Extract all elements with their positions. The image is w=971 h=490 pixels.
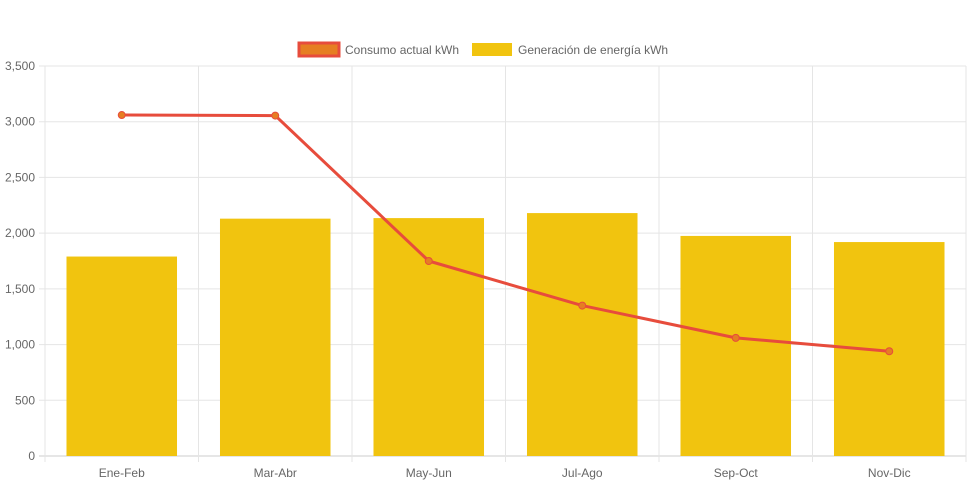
x-tick-label: Mar-Abr xyxy=(254,466,297,480)
y-tick-label: 3,000 xyxy=(5,115,35,129)
consumo-line xyxy=(121,113,890,353)
line-point-mar-abr[interactable] xyxy=(271,111,280,120)
y-tick-label: 0 xyxy=(28,449,35,463)
line-point-may-jun[interactable] xyxy=(424,257,433,265)
line-point-ene-feb[interactable] xyxy=(117,111,126,120)
bar-sep-oct[interactable] xyxy=(680,235,792,456)
y-tick-label: 3,500 xyxy=(5,59,35,73)
y-tick-label: 2,500 xyxy=(5,170,35,184)
legend-swatch-generacion[interactable] xyxy=(472,43,512,56)
bar-ene-feb[interactable] xyxy=(66,256,178,456)
axes: 0 500 1,000 1,500 2,000 2,500 3,000 3,500 Ene-Fe… xyxy=(5,59,911,480)
legend-label-consumo[interactable]: Consumo actual kWh xyxy=(345,43,459,57)
bar-mar-abr[interactable] xyxy=(219,218,331,456)
y-tick-label: 1,500 xyxy=(5,282,35,296)
x-tick-label: Nov-Dic xyxy=(868,466,911,480)
legend[interactable]: Consumo actual kWh Generación de energía… xyxy=(297,41,668,58)
x-tick-label: Ene-Feb xyxy=(99,466,145,480)
y-tick-label: 1,000 xyxy=(5,338,35,352)
x-tick-label: Sep-Oct xyxy=(714,466,759,480)
legend-swatch-consumo[interactable] xyxy=(297,41,341,58)
bar-jul-ago[interactable] xyxy=(526,213,638,456)
y-tick-label: 2,000 xyxy=(5,226,35,240)
legend-label-generacion[interactable]: Generación de energía kWh xyxy=(518,43,668,57)
line-point-sep-oct[interactable] xyxy=(731,333,740,342)
line-point-nov-dic[interactable] xyxy=(885,347,894,356)
line-series xyxy=(117,111,894,356)
x-tick-label: May-Jun xyxy=(406,466,452,480)
bar-may-jun[interactable] xyxy=(373,218,485,456)
y-tick-label: 500 xyxy=(15,393,35,407)
line-point-jul-ago[interactable] xyxy=(578,301,587,310)
grid xyxy=(39,65,967,462)
x-tick-label: Jul-Ago xyxy=(562,466,603,480)
